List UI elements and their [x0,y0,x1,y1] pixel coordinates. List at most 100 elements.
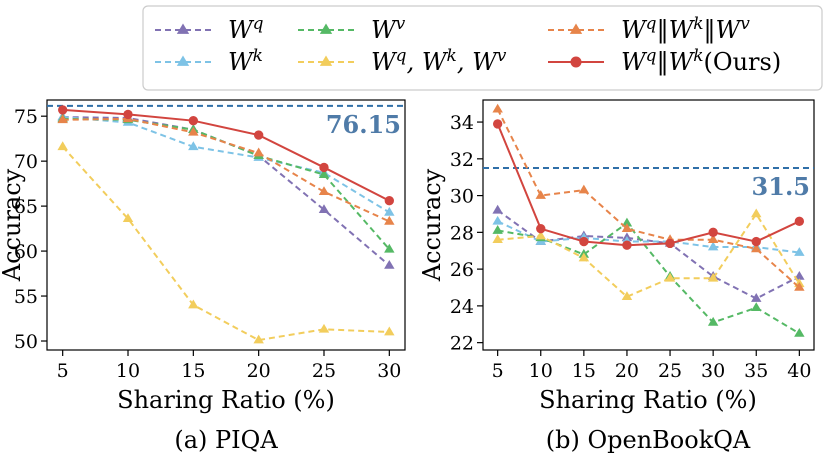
series-line-concat3 [62,117,390,223]
x-tick-label: 30 [701,360,725,382]
data-point-concat3 [621,223,633,232]
series-concat3 [492,103,805,291]
data-point-wk [492,215,503,225]
series-concat3 [57,113,395,225]
data-point-concat3 [707,234,719,244]
data-point-wqwkwv [492,234,503,244]
data-point-wk [384,206,395,216]
legend-swatch-marker [570,56,582,68]
data-point-ours [319,162,329,173]
data-point-wv [794,327,805,337]
y-tick-label: 28 [450,222,474,244]
legend-item-wv: Wv​ [298,14,406,44]
legend-swatch-marker [319,55,333,66]
legend-swatch-marker [176,23,190,34]
legend-item-wqwkwv: Wq​, Wk​, Wv​ [298,46,507,76]
data-point-ours [58,105,68,115]
data-point-ours [579,236,589,247]
y-tick-label: 60 [14,241,38,263]
legend-swatch-marker [176,55,190,66]
data-point-concat3 [535,190,546,199]
y-tick-label: 30 [450,186,474,208]
series-wqwkwv [57,141,395,344]
y-tick-label: 24 [450,296,474,318]
y-tick-label: 22 [450,333,474,355]
legend-label: Wq​‖Wk​‖Wv​ [621,14,750,45]
series-wqwkwv [492,208,805,300]
reference-label: 76.15 [326,110,401,139]
y-tick-label: 26 [450,259,474,281]
x-tick-label: 25 [312,360,336,382]
data-point-ours [622,240,632,250]
x-tick-label: 20 [615,360,639,382]
data-point-wq [751,293,762,302]
data-point-wqwkwv [122,213,134,223]
data-point-wqwkwv [664,272,676,282]
legend: Wq​Wk​ Wv​Wq​, Wk​, Wv​ Wq​‖Wk​‖Wv​Wq​‖Wk​… [142,5,823,91]
data-point-ours [751,236,761,247]
legend-swatch-marker [569,23,583,34]
data-point-wk [188,141,199,151]
data-point-ours [123,109,133,120]
x-tick-label: 10 [116,360,140,382]
data-point-wqwkwv [751,208,762,218]
data-point-concat3 [384,215,395,225]
x-tick-label: 5 [57,360,69,382]
legend-item-ours: Wq​‖Wk​(Ours) [548,46,781,77]
data-point-concat3 [794,282,805,291]
data-point-wv [621,217,633,227]
data-point-wqwkwv [621,291,633,300]
data-point-wk [707,241,719,251]
data-point-concat3 [57,114,68,124]
data-point-wq [384,259,395,269]
series-line-wq [62,116,390,267]
y-tick-label: 34 [450,112,474,134]
y-axis-title: Accuracy [418,168,446,282]
data-point-concat3 [188,126,199,136]
x-tick-label: 25 [658,360,682,382]
data-point-ours [665,238,675,249]
data-point-wv [707,316,719,326]
data-point-concat3 [253,147,264,157]
x-axis-title: Sharing Ratio (%) [539,386,757,414]
x-tick-label: 35 [744,360,768,382]
data-point-wqwkwv [384,326,395,336]
legend-item-wk: Wk​ [155,46,263,76]
plot-frame [46,99,406,351]
panel-openbookqa: 5 10 15 20 25 30 35 40 22 24 26 28 30 32 34 31.5 Shari… [418,99,815,454]
data-point-wqwkwv [707,272,719,282]
series-line-wqwkwv [497,212,801,298]
y-tick-label: 65 [14,196,38,218]
legend-label: Wk​ [228,46,263,76]
data-point-concat3 [318,186,330,196]
data-point-wv [384,243,395,253]
data-point-wq [794,270,805,280]
legend-label: Wq​ [228,14,264,44]
y-tick-label: 32 [450,149,474,171]
data-point-concat3 [492,103,503,113]
x-axis-title: Sharing Ratio (%) [117,386,335,414]
x-tick-label: 10 [529,360,553,382]
data-point-wqwkwv [57,141,68,151]
x-tick-label: 15 [572,360,596,382]
y-tick-label: 70 [14,151,38,173]
legend-swatch-marker [319,23,333,34]
series-line-wqwkwv [61,146,390,342]
data-point-wqwkwv [535,230,546,240]
x-tick-label: 30 [377,360,401,382]
series-line-wk [62,116,390,214]
legend-label: Wv​ [371,14,406,44]
series-line-ours [62,108,390,202]
data-point-wqwkwv [578,252,590,262]
series-line-concat3 [496,108,801,289]
data-point-concat3 [751,243,762,253]
data-point-ours [188,116,199,126]
legend-item-concat3: Wq​‖Wk​‖Wv​ [548,14,750,45]
data-point-wv [492,225,503,234]
x-tick-label: 15 [181,360,205,382]
y-tick-label: 55 [14,286,38,308]
plot-frame [482,99,815,351]
data-point-ours [384,196,394,206]
data-point-ours [794,216,805,226]
